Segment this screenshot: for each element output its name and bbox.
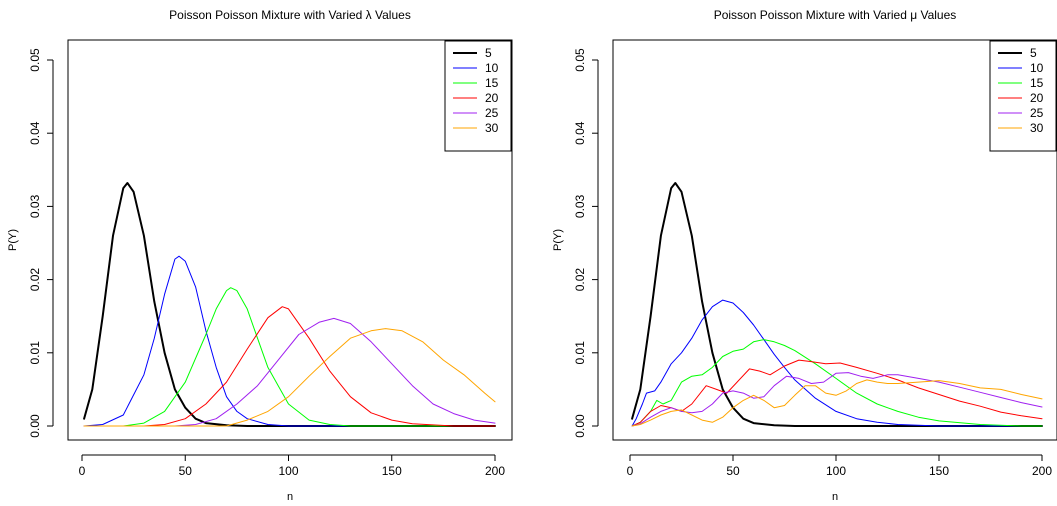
- y-tick-label: 0.00: [573, 414, 587, 438]
- y-axis-label: P(Y): [552, 229, 564, 251]
- legend-label-10: 10: [1030, 61, 1044, 75]
- legend-label-30: 30: [1030, 121, 1044, 135]
- x-tick-label: 200: [485, 464, 505, 478]
- legend-label-5: 5: [1030, 46, 1037, 60]
- series-group: [631, 182, 1043, 427]
- chart-panel-1: Poisson Poisson Mixture with Varied λ Va…: [7, 8, 513, 503]
- y-tick-label: 0.02: [573, 268, 587, 292]
- chart-title: Poisson Poisson Mixture with Varied λ Va…: [169, 8, 411, 22]
- legend-label-25: 25: [1030, 106, 1044, 120]
- series-line-5: [631, 182, 1043, 427]
- x-axis-label: n: [287, 491, 293, 503]
- y-tick-label: 0.04: [28, 121, 42, 145]
- y-tick-label: 0.01: [28, 341, 42, 365]
- y-tick-label: 0.05: [28, 48, 42, 72]
- series-group: [83, 182, 496, 427]
- legend-label-20: 20: [1030, 91, 1044, 105]
- series-line-30: [631, 379, 1043, 427]
- legend-label-5: 5: [485, 46, 492, 60]
- x-tick-label: 0: [627, 464, 634, 478]
- chart-title: Poisson Poisson Mixture with Varied μ Va…: [714, 8, 957, 22]
- x-axis-label: n: [832, 491, 838, 503]
- x-tick-label: 150: [382, 464, 402, 478]
- y-tick-label: 0.05: [573, 48, 587, 72]
- plot-frame: [612, 39, 1057, 441]
- legend-label-15: 15: [485, 76, 499, 90]
- series-line-15: [83, 287, 496, 427]
- x-tick-label: 50: [726, 464, 740, 478]
- legend-label-25: 25: [485, 106, 499, 120]
- y-tick-label: 0.00: [28, 414, 42, 438]
- x-tick-label: 200: [1032, 464, 1052, 478]
- legend-box: [444, 40, 512, 152]
- y-axis-label: P(Y): [7, 229, 19, 251]
- series-line-20: [83, 306, 496, 427]
- series-line-10: [83, 255, 496, 427]
- x-tick-label: 50: [179, 464, 193, 478]
- y-tick-label: 0.02: [28, 268, 42, 292]
- series-line-10: [631, 299, 1043, 427]
- y-tick-label: 0.04: [573, 121, 587, 145]
- legend-label-20: 20: [485, 91, 499, 105]
- plot-frame: [67, 39, 513, 441]
- series-line-30: [83, 328, 496, 427]
- x-tick-label: 0: [79, 464, 86, 478]
- series-line-25: [631, 372, 1043, 427]
- series-line-25: [83, 317, 496, 427]
- y-tick-label: 0.01: [573, 341, 587, 365]
- chart-panel-2: Poisson Poisson Mixture with Varied μ Va…: [552, 8, 1057, 503]
- legend-label-30: 30: [485, 121, 499, 135]
- series-line-5: [83, 182, 496, 427]
- y-tick-label: 0.03: [573, 194, 587, 218]
- x-tick-label: 150: [929, 464, 949, 478]
- x-tick-label: 100: [826, 464, 846, 478]
- legend-label-10: 10: [485, 61, 499, 75]
- y-tick-label: 0.03: [28, 194, 42, 218]
- series-line-15: [631, 339, 1043, 427]
- legend-label-15: 15: [1030, 76, 1044, 90]
- legend-box: [989, 40, 1057, 152]
- x-tick-label: 100: [278, 464, 298, 478]
